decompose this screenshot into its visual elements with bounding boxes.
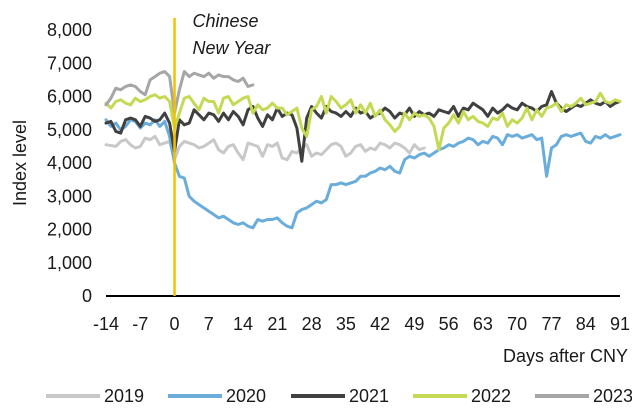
legend-label-2023: 2023 <box>593 386 632 406</box>
y-tick-label: 5,000 <box>47 120 92 140</box>
x-tick-label: 21 <box>267 314 287 334</box>
cny-annotation-line1: Chinese <box>193 11 259 31</box>
y-tick-label: 0 <box>82 286 92 306</box>
x-tick-label: 84 <box>576 314 596 334</box>
x-tick-label: 42 <box>370 314 390 334</box>
series-line-2020 <box>104 118 622 230</box>
x-tick-label: 14 <box>233 314 253 334</box>
y-axis-label: Index level <box>10 120 30 206</box>
x-tick-label: 63 <box>473 314 493 334</box>
y-tick-label: 1,000 <box>47 253 92 273</box>
x-axis-ticks: -14 -7 0 7 14 21 28 35 42 49 56 63 70 77 84 91 <box>93 314 630 334</box>
series-line-2021 <box>104 90 622 163</box>
legend-label-2019: 2019 <box>104 386 144 406</box>
y-axis-ticks: 0 1,000 2,000 3,000 4,000 5,000 6,000 7,000 8,00… <box>47 20 92 306</box>
x-tick-label: 77 <box>541 314 561 334</box>
x-tick-label: -7 <box>132 314 148 334</box>
x-tick-label: 0 <box>170 314 180 334</box>
y-tick-label: 8,000 <box>47 20 92 40</box>
series-line-2023 <box>104 70 255 115</box>
x-tick-label: 70 <box>507 314 527 334</box>
x-tick-label: 49 <box>404 314 424 334</box>
y-tick-label: 4,000 <box>47 153 92 173</box>
x-axis-label: Days after CNY <box>503 346 628 366</box>
y-tick-label: 2,000 <box>47 220 92 240</box>
x-tick-label: 7 <box>204 314 214 334</box>
cny-annotation-line2: New Year <box>193 38 272 58</box>
legend-label-2022: 2022 <box>471 386 511 406</box>
y-tick-label: 3,000 <box>47 186 92 206</box>
legend-label-2021: 2021 <box>349 386 389 406</box>
y-tick-label: 6,000 <box>47 87 92 107</box>
legend-label-2020: 2020 <box>226 386 266 406</box>
x-tick-label: 91 <box>610 314 630 334</box>
series-line-2019 <box>104 134 426 162</box>
y-tick-label: 7,000 <box>47 53 92 73</box>
legend: 2019 2020 2021 2022 2023 <box>46 386 632 406</box>
x-tick-label: 35 <box>336 314 356 334</box>
x-tick-label: 28 <box>302 314 322 334</box>
series-line-2022 <box>104 91 622 152</box>
x-tick-label: -14 <box>93 314 119 334</box>
x-tick-label: 56 <box>439 314 459 334</box>
series-lines <box>104 70 622 230</box>
